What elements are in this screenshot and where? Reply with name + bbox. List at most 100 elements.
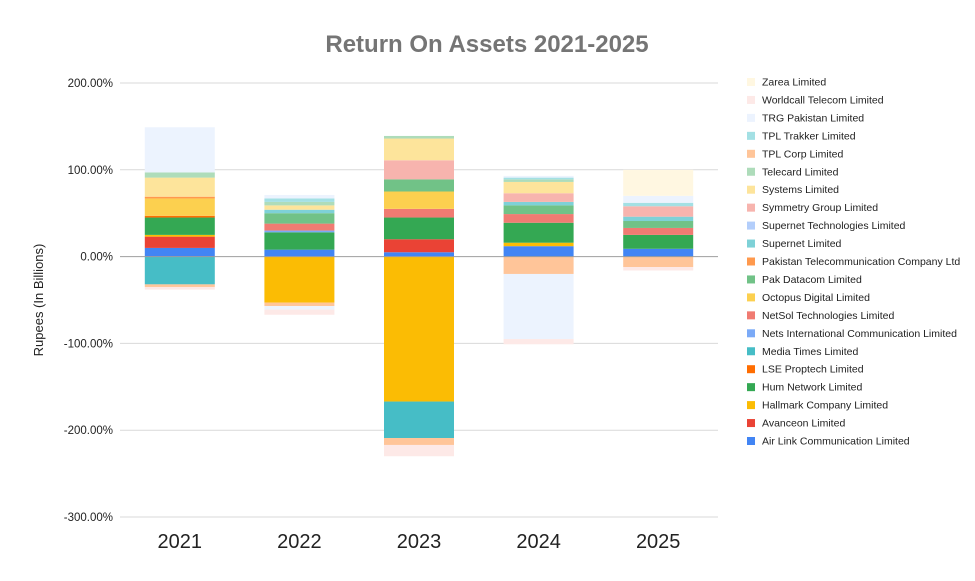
legend-item: NetSol Technologies Limited <box>747 310 894 322</box>
bar-segment <box>503 256 574 274</box>
bar-segment <box>384 208 454 218</box>
bar-segment <box>264 223 335 231</box>
bar-segment <box>144 215 215 218</box>
bars <box>144 127 694 457</box>
bar-segment <box>144 127 215 173</box>
bar-segment <box>144 217 215 235</box>
legend-item: Hallmark Company Limited <box>747 400 888 412</box>
legend-label: Air Link Communication Limited <box>762 436 910 448</box>
legend-swatch <box>747 185 755 194</box>
legend-swatch <box>747 113 755 122</box>
legend-swatch <box>747 419 755 428</box>
bar-segment <box>384 191 454 209</box>
legend-swatch <box>747 275 755 284</box>
legend-label: Pak Datacom Limited <box>762 274 862 286</box>
y-axis-label: Rupees (In Billions) <box>31 244 46 357</box>
legend-item: LSE Proptech Limited <box>747 364 864 376</box>
legend-swatch <box>747 401 755 410</box>
bar-segment <box>264 309 335 315</box>
legend-item: Worldcall Telecom Limited <box>747 94 884 106</box>
legend-item: Nets International Communication Limited <box>747 328 957 340</box>
bar-segment <box>144 198 215 216</box>
legend-swatch <box>747 167 755 176</box>
bar-segment <box>623 221 694 228</box>
x-tick-label: 2025 <box>636 531 681 553</box>
legend-item: Media Times Limited <box>747 346 858 358</box>
legend-swatch <box>747 239 755 248</box>
legend-swatch <box>747 257 755 266</box>
x-tick-label: 2023 <box>397 531 442 553</box>
bar-segment <box>623 169 694 196</box>
legend-label: Hallmark Company Limited <box>762 400 888 412</box>
legend-item: Supernet Technologies Limited <box>747 220 906 232</box>
legend-item: TRG Pakistan Limited <box>747 112 864 124</box>
bar-segment <box>264 302 335 307</box>
bar-segment <box>503 242 574 247</box>
bar-segment <box>144 284 215 287</box>
bar-segment <box>144 234 215 237</box>
legend-label: Systems Limited <box>762 184 839 196</box>
bar-segment <box>384 252 454 257</box>
y-tick-label: -100.00% <box>64 338 113 350</box>
legend-label: Avanceon Limited <box>762 418 845 430</box>
legend-item: Symmetry Group Limited <box>747 202 878 214</box>
legend-label: TPL Corp Limited <box>762 148 843 160</box>
bar-segment <box>144 256 215 285</box>
bar-segment <box>503 214 574 223</box>
bar-segment <box>623 206 694 217</box>
bar-segment <box>503 201 574 206</box>
bar-segment <box>264 213 335 224</box>
legend-item: Zarea Limited <box>747 77 826 89</box>
bar-segment <box>384 217 454 240</box>
bar-segment <box>384 160 454 180</box>
bar-segment <box>384 135 454 139</box>
bar-segment <box>623 216 694 222</box>
bar-segment <box>623 227 694 235</box>
legend-swatch <box>747 78 755 86</box>
bar-segment <box>623 267 694 271</box>
legend-label: Hum Network Limited <box>762 382 863 394</box>
legend-item: Systems Limited <box>747 184 839 196</box>
legend-label: Worldcall Telecom Limited <box>762 94 884 106</box>
x-tick-label: 2022 <box>277 531 322 553</box>
bar-segment <box>264 256 335 303</box>
bar-segment <box>503 177 574 180</box>
legend-label: Nets International Communication Limited <box>762 328 957 340</box>
legend-swatch <box>747 311 755 320</box>
legend-item: TPL Trakker Limited <box>747 130 856 142</box>
bar-segment <box>503 181 574 194</box>
legend-swatch <box>747 131 755 140</box>
bar-segment <box>144 172 215 178</box>
legend: Zarea Limited Worldcall Telecom Limited TR… <box>747 77 960 448</box>
bar-segment <box>264 194 335 199</box>
bar-segment <box>503 175 574 178</box>
bar-segment <box>384 444 454 457</box>
legend-label: Zarea Limited <box>762 77 826 89</box>
y-tick-label: -300.00% <box>64 512 113 524</box>
bar-segment <box>503 179 574 182</box>
bar-segment <box>384 138 454 161</box>
bar-segment <box>144 247 215 257</box>
y-tick-label: -200.00% <box>64 425 113 437</box>
legend-item: TPL Corp Limited <box>747 148 843 160</box>
bar-segment <box>503 222 574 243</box>
y-tick-label: 200.00% <box>68 78 113 90</box>
legend-label: Media Times Limited <box>762 346 858 358</box>
legend-swatch <box>747 149 755 158</box>
legend-item: Supernet Limited <box>747 238 842 250</box>
bar-segment <box>503 273 574 340</box>
legend-item: Pakistan Telecommunication Company Ltd <box>747 256 960 268</box>
legend-swatch <box>747 95 755 104</box>
bar-segment <box>384 401 454 439</box>
bar-segment <box>503 193 574 202</box>
bar-segment <box>384 239 454 253</box>
chart-title: Return On Assets 2021-2025 <box>325 31 648 58</box>
legend-item: Octopus Digital Limited <box>747 292 870 304</box>
legend-swatch <box>747 437 755 445</box>
legend-swatch <box>747 383 755 392</box>
bar-segment <box>623 234 694 249</box>
y-tick-label: 100.00% <box>68 165 113 177</box>
legend-label: NetSol Technologies Limited <box>762 310 894 322</box>
